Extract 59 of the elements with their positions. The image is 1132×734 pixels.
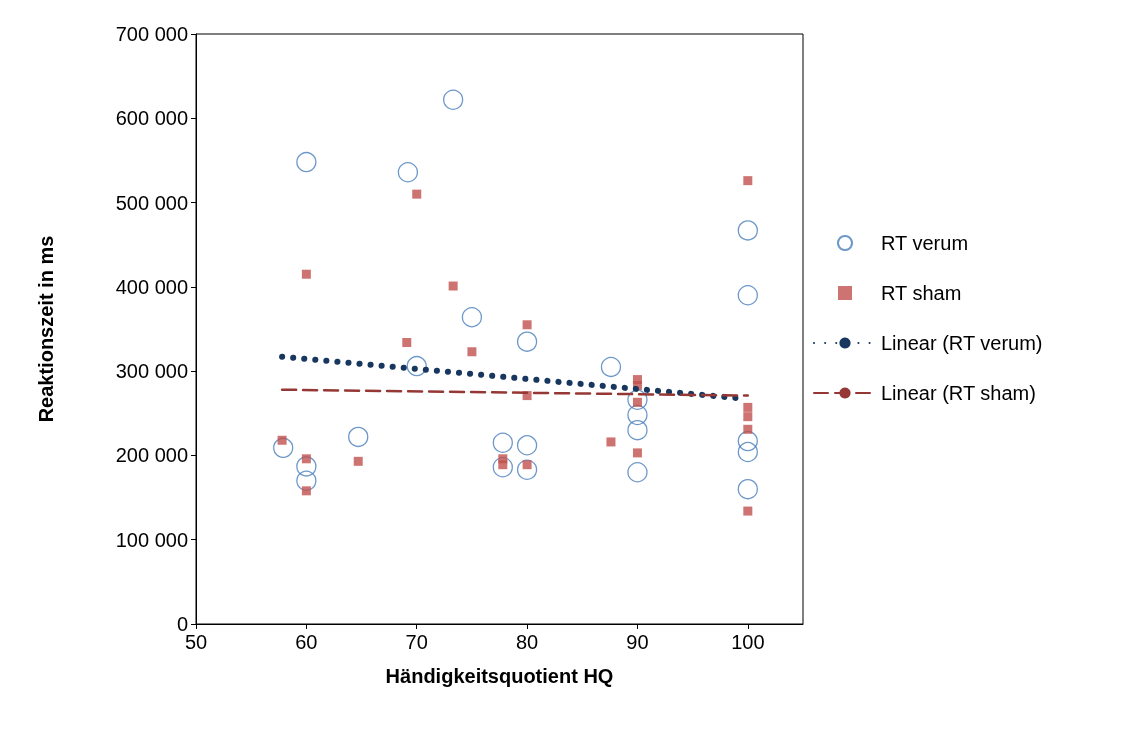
point (443, 89, 464, 110)
point (412, 189, 422, 199)
y-tick-label: 500 000 (115, 191, 188, 214)
point (627, 420, 648, 441)
y-tick-label: 600 000 (115, 107, 188, 130)
y-tick-label: 100 000 (115, 528, 188, 551)
y-tick-label: 400 000 (115, 275, 188, 298)
x-tick-label: 80 (515, 631, 539, 653)
point (737, 441, 758, 463)
point (600, 356, 622, 378)
point (397, 162, 419, 183)
point (301, 269, 311, 279)
x-axis-title: Händigkeitsquotient HQ (385, 665, 614, 687)
legend-label: Linear (RT verum) (881, 332, 1043, 354)
point (743, 424, 753, 434)
legend-label: RT verum (881, 232, 969, 254)
point (743, 412, 753, 422)
point (743, 402, 753, 412)
y-tick-label: 200 000 (115, 444, 188, 467)
x-tick-label: 60 (295, 631, 318, 653)
point (492, 432, 513, 453)
y-tick-label: 300 000 (115, 360, 188, 383)
point (516, 331, 538, 352)
point (627, 389, 648, 410)
point (737, 479, 758, 500)
point (606, 437, 616, 447)
point (277, 435, 287, 445)
point (348, 426, 369, 448)
y-tick-label: 700 000 (115, 23, 188, 45)
point (737, 285, 758, 306)
point (402, 337, 412, 347)
x-tick-label: 70 (405, 631, 428, 653)
y-axis-title: Reaktionszeit in ms (35, 235, 57, 423)
point (296, 151, 317, 173)
point (743, 176, 753, 186)
point (743, 506, 753, 516)
point (627, 404, 648, 426)
point (737, 220, 758, 241)
legend-label: RT sham (881, 282, 962, 304)
point (522, 320, 532, 330)
point (301, 486, 311, 496)
point (353, 456, 363, 466)
point (632, 448, 642, 458)
point (448, 281, 458, 291)
point (296, 456, 317, 477)
point (301, 454, 311, 464)
point (627, 462, 648, 483)
x-tick-label: 100 (731, 631, 765, 653)
point (492, 457, 513, 478)
point (737, 430, 758, 452)
legend-label: Linear (RT sham) (881, 382, 1036, 404)
point (467, 347, 477, 357)
point (461, 307, 483, 328)
point (406, 355, 427, 377)
point (296, 470, 317, 491)
x-tick-label: 90 (626, 631, 649, 653)
point (516, 435, 538, 456)
point (273, 437, 294, 458)
point (516, 459, 538, 480)
